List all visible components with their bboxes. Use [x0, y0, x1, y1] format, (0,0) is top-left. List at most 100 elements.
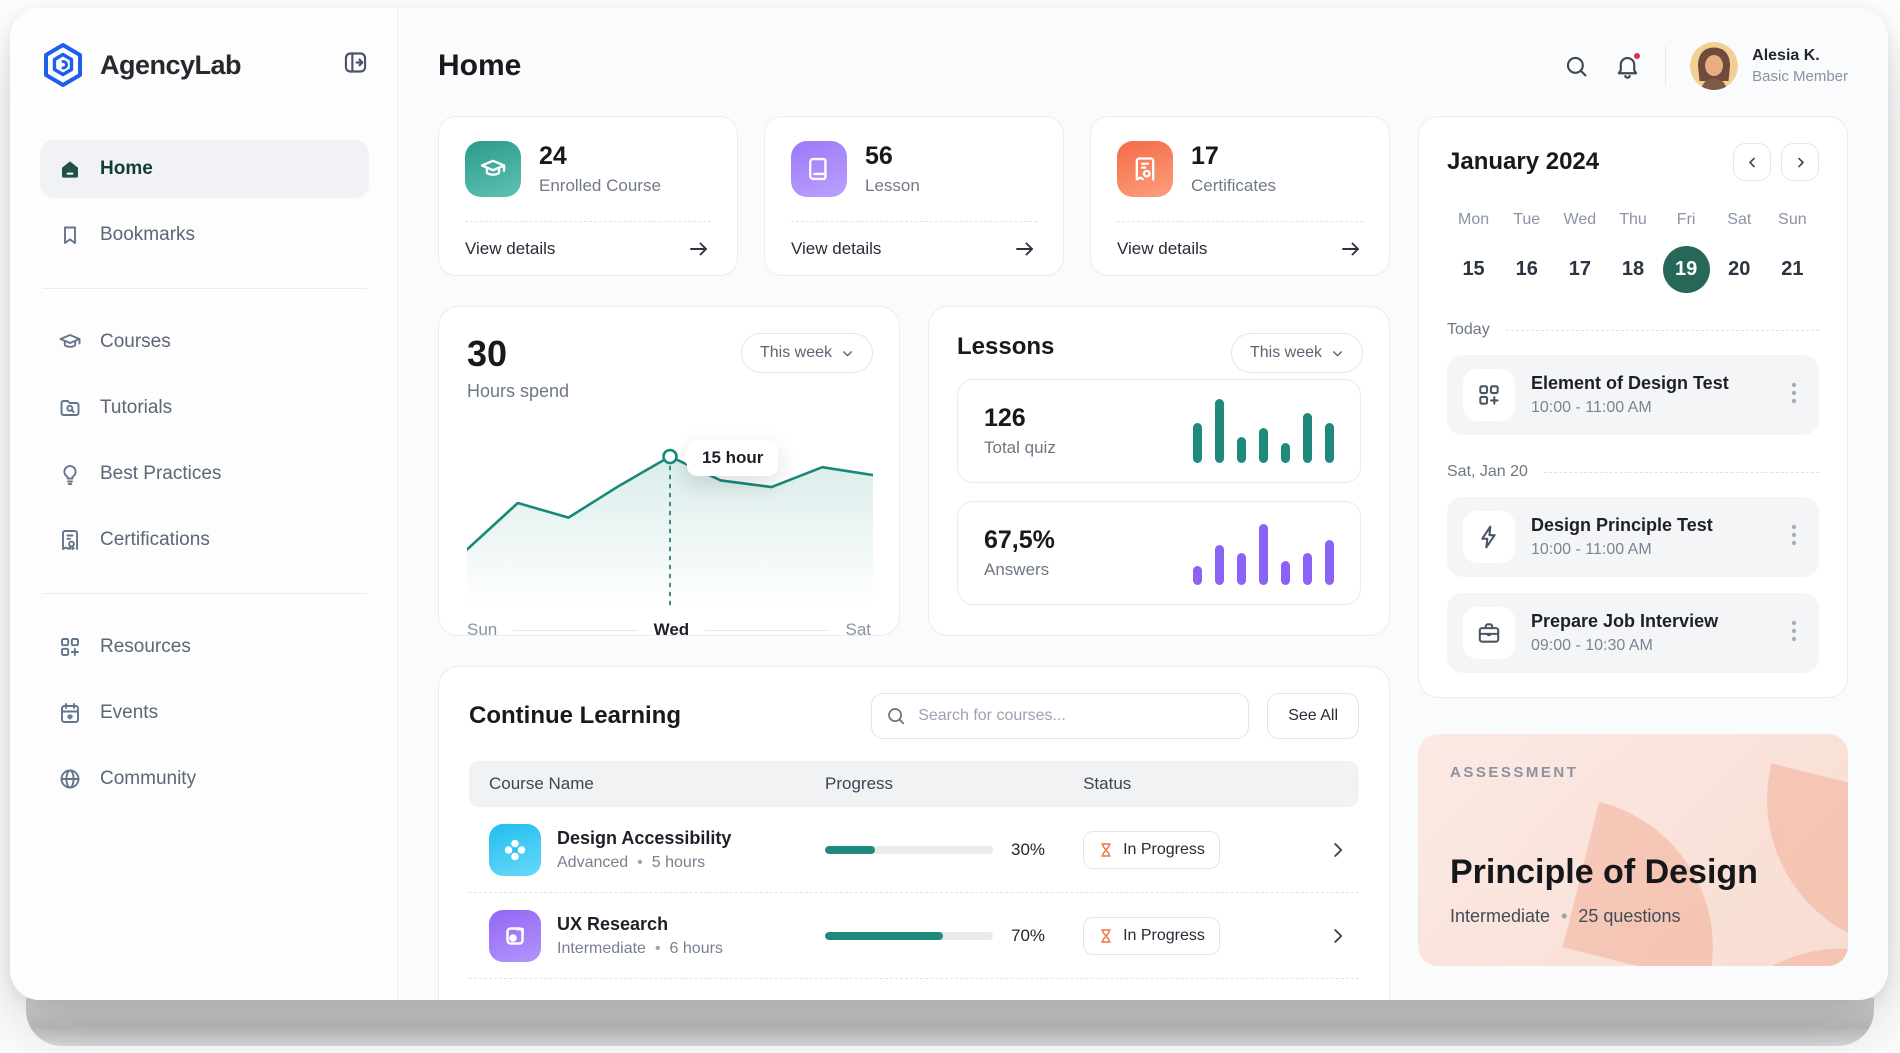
sidebar-item-certifications[interactable]: Certifications [40, 511, 369, 569]
sidebar-item-label: Bookmarks [100, 224, 196, 245]
calendar-heart-icon [58, 701, 82, 725]
notifications-bell-icon[interactable] [1614, 50, 1643, 80]
page-title: Home [438, 49, 522, 82]
sidebar-item-events[interactable]: Events [40, 684, 369, 742]
calendar-date[interactable]: 16 [1515, 257, 1538, 280]
assessment-meta: Intermediate • 25 questions [1450, 906, 1681, 926]
continue-learning-title: Continue Learning [469, 702, 681, 729]
chart-tooltip: 15 hour [687, 439, 779, 476]
see-all-button[interactable]: See All [1267, 693, 1359, 739]
course-icon-design-accessibility [489, 823, 541, 876]
column-course-name: Course Name [489, 774, 594, 793]
chevron-right-icon[interactable] [1288, 925, 1359, 947]
search-icon[interactable] [1563, 53, 1590, 80]
arrow-right-icon [1342, 242, 1359, 256]
course-icon-ux-research [489, 909, 541, 962]
progress-bar [825, 845, 876, 854]
sidebar-item-courses[interactable]: Courses [40, 313, 369, 371]
answers-bar-chart [1193, 521, 1334, 585]
stat-card-lessons: 56 Lesson View details [764, 116, 1064, 276]
calendar-next-button[interactable] [1781, 143, 1819, 181]
answers-label: Answers [984, 560, 1050, 579]
user-menu[interactable]: Alesia K. Basic Member [1690, 42, 1848, 90]
sidebar-item-label: Resources [100, 636, 191, 657]
kebab-menu-icon[interactable] [1785, 377, 1803, 414]
sidebar-nav: Home Bookmarks Courses Tutorials [40, 140, 369, 808]
lessons-card: This week Lessons 126 Total quiz [928, 306, 1390, 636]
brand-name: AgencyLab [100, 49, 242, 80]
bookmark-icon [58, 223, 82, 247]
course-name: Design Accessibility [557, 827, 732, 848]
event-title: Element of Design Test [1531, 373, 1729, 393]
briefcase-icon [1463, 607, 1515, 659]
x-label: Sat [845, 620, 872, 639]
quiz-bar-chart [1193, 399, 1334, 463]
sidebar-item-label: Courses [100, 331, 171, 352]
globe-icon [58, 767, 82, 791]
agencylab-logo-icon [40, 42, 86, 88]
lessons-filter-dropdown[interactable]: This week [1230, 333, 1363, 373]
kebab-menu-icon[interactable] [1785, 519, 1803, 556]
x-label: Wed [653, 620, 690, 639]
event-time: 10:00 - 11:00 AM [1531, 399, 1652, 416]
view-details-link[interactable]: View details [791, 221, 1037, 276]
sidebar-item-home[interactable]: Home [40, 140, 369, 198]
laptop-base [26, 998, 1874, 1046]
user-name: Alesia K. [1752, 47, 1820, 64]
quiz-value: 126 [984, 404, 1026, 432]
saturday-divider: Sat, Jan 20 [1447, 463, 1819, 481]
hours-line-chart: 15 hour [465, 416, 875, 612]
sidebar-collapse-icon[interactable] [342, 49, 369, 81]
sidebar-item-bookmarks[interactable]: Bookmarks [40, 206, 369, 264]
status-badge: In Progress [1083, 830, 1220, 869]
stat-value: 24 [539, 142, 567, 170]
calendar-card: January 2024 Mon Tue [1418, 116, 1848, 698]
calendar-date[interactable]: 18 [1621, 257, 1645, 280]
chevron-down-icon [843, 350, 852, 356]
sidebar-divider [42, 593, 367, 594]
chevron-left-icon [1748, 157, 1755, 167]
table-row[interactable]: UX Research Intermediate • 6 hours 70% [469, 893, 1359, 979]
calendar-prev-button[interactable] [1733, 143, 1771, 181]
certificate-icon [58, 528, 82, 552]
sidebar-item-label: Community [100, 768, 197, 789]
calendar-date[interactable]: 21 [1781, 257, 1804, 280]
search-input[interactable] [871, 693, 1250, 739]
status-badge: In Progress [1083, 916, 1220, 955]
assessment-card[interactable]: ASSESSMENT Principle of Design Intermedi… [1418, 734, 1848, 966]
view-details-link[interactable]: View details [1117, 221, 1363, 276]
sidebar-item-best-practices[interactable]: Best Practices [40, 445, 369, 503]
folder-search-icon [58, 396, 82, 420]
calendar-date-selected[interactable]: 19 [1660, 245, 1713, 293]
event-item[interactable]: Prepare Job Interview 09:00 - 10:30 AM [1447, 593, 1819, 673]
hours-filter-dropdown[interactable]: This week [740, 333, 873, 373]
main-area: Home Alesia K. Basic Member [398, 8, 1888, 1000]
event-time: 10:00 - 11:00 AM [1531, 541, 1652, 558]
quiz-label: Total quiz [984, 438, 1056, 457]
event-title: Prepare Job Interview [1531, 611, 1719, 631]
graduation-cap-icon [58, 330, 82, 354]
view-details-link[interactable]: View details [465, 221, 711, 276]
sidebar-item-tutorials[interactable]: Tutorials [40, 379, 369, 437]
hours-spend-card: This week 30 Hours spend [438, 306, 900, 639]
search-icon [885, 705, 907, 732]
kebab-menu-icon[interactable] [1785, 615, 1803, 652]
calendar-date[interactable]: 15 [1462, 257, 1485, 280]
lightbulb-icon [58, 462, 82, 486]
sidebar: AgencyLab Home Bookmarks [10, 8, 398, 1000]
event-title: Design Principle Test [1531, 515, 1713, 535]
sidebar-item-resources[interactable]: Resources [40, 618, 369, 676]
stat-card-certificates: 17 Certificates View details [1090, 116, 1390, 276]
chevron-down-icon [1333, 350, 1342, 356]
calendar-month: January 2024 [1447, 148, 1600, 175]
calendar-date[interactable]: 20 [1728, 257, 1751, 280]
table-row[interactable]: Design Accessibility Advanced • 5 hours 30… [469, 807, 1359, 893]
chevron-right-icon[interactable] [1288, 839, 1359, 861]
hourglass-icon [1098, 928, 1114, 944]
sidebar-item-community[interactable]: Community [40, 750, 369, 808]
calendar-date[interactable]: 17 [1568, 257, 1591, 280]
course-meta: Intermediate • 6 hours [557, 939, 723, 957]
grid-plus-icon [1463, 369, 1515, 421]
event-item[interactable]: Design Principle Test 10:00 - 11:00 AM [1447, 497, 1819, 577]
event-item[interactable]: Element of Design Test 10:00 - 11:00 AM [1447, 355, 1819, 435]
